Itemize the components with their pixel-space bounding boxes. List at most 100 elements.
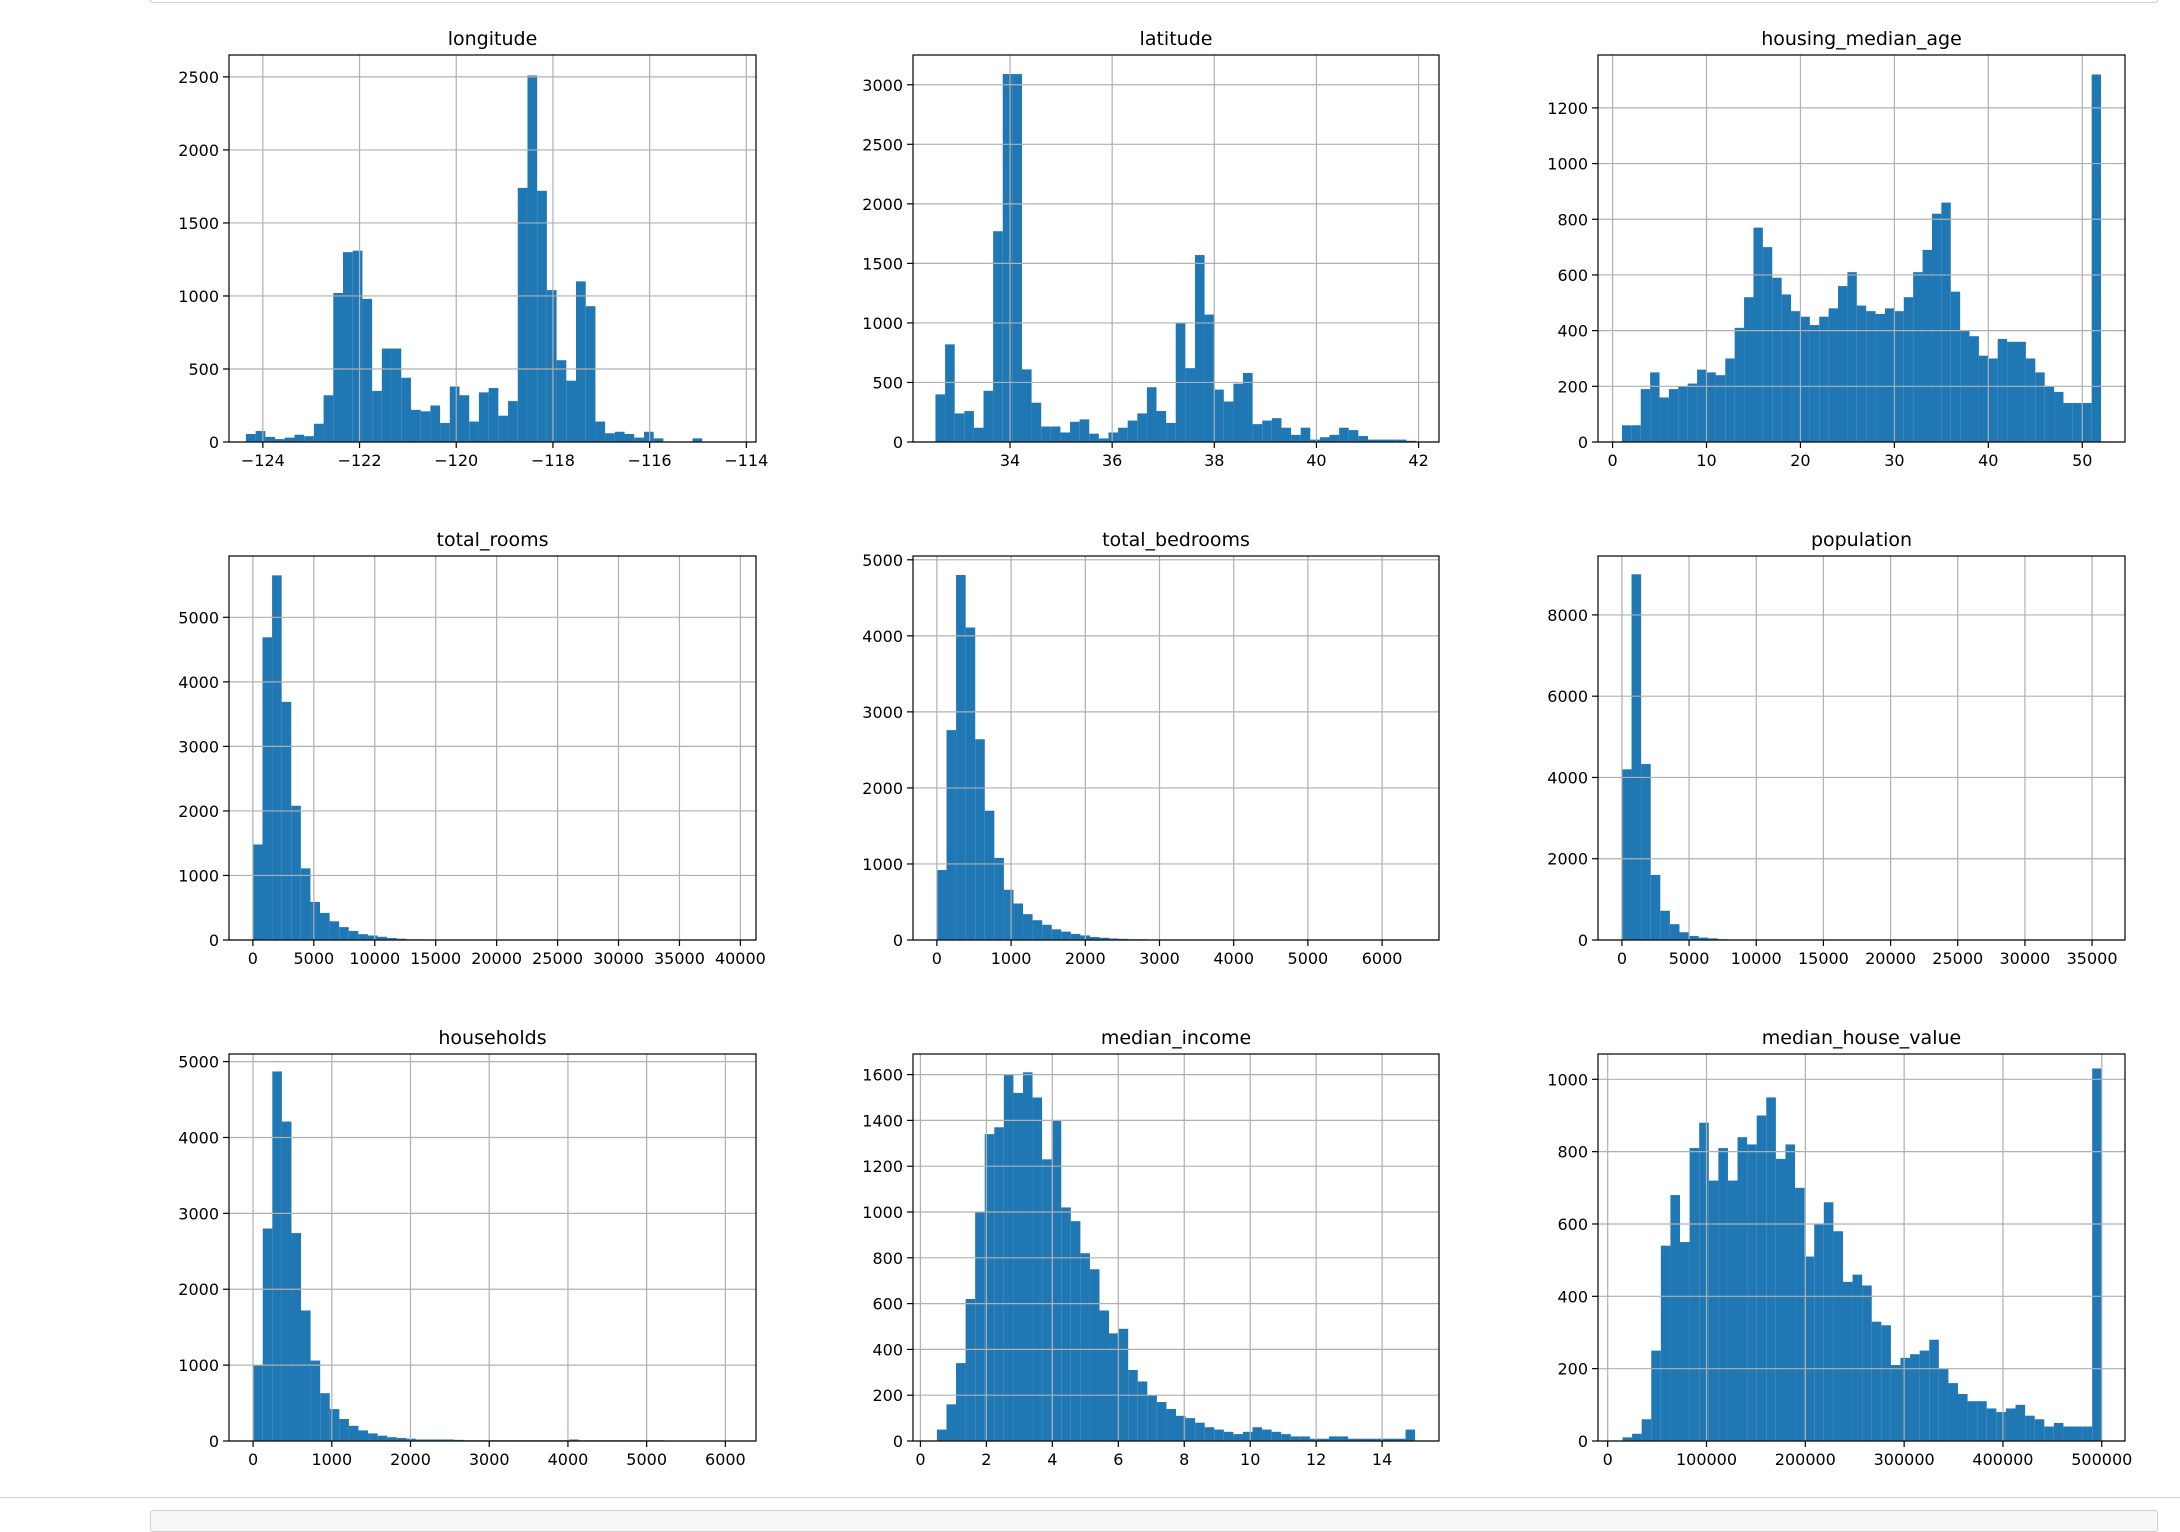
histogram-bar bbox=[1829, 308, 1838, 442]
histogram-bar bbox=[1670, 1195, 1680, 1441]
histogram-bar bbox=[1272, 418, 1282, 442]
histogram-bar bbox=[1968, 1401, 1978, 1441]
x-tick-label: 30000 bbox=[1999, 949, 2050, 968]
histogram-bar bbox=[1157, 1402, 1167, 1441]
histogram-bar bbox=[401, 378, 411, 442]
x-tick-label: 5000 bbox=[1669, 949, 1710, 968]
histogram-bar bbox=[1214, 390, 1224, 442]
histogram-bar bbox=[994, 858, 1004, 940]
y-tick-label: 2500 bbox=[178, 68, 219, 87]
x-tick-label: 35000 bbox=[654, 949, 705, 968]
next-code-cell[interactable] bbox=[150, 1510, 2158, 1532]
histogram-bar bbox=[2006, 1408, 2016, 1441]
histogram-bar bbox=[450, 387, 460, 442]
histogram-bar bbox=[1118, 428, 1128, 442]
histogram-bar bbox=[946, 1404, 956, 1441]
histogram-bar bbox=[955, 413, 965, 442]
y-tick-label: 2000 bbox=[1547, 850, 1588, 869]
y-tick-label: 6000 bbox=[1547, 687, 1588, 706]
histogram-bar bbox=[1782, 294, 1791, 442]
x-tick-label: −114 bbox=[724, 451, 768, 470]
histogram-bar bbox=[1716, 375, 1725, 442]
histogram-bar bbox=[1339, 428, 1349, 442]
histogram-bar bbox=[576, 281, 586, 442]
histogram-bar bbox=[1042, 1159, 1052, 1441]
histogram-bar bbox=[314, 424, 324, 442]
histogram-bar bbox=[1744, 297, 1753, 442]
x-tick-label: 20 bbox=[1790, 451, 1810, 470]
histogram-bar bbox=[324, 395, 334, 442]
y-tick-label: 2500 bbox=[862, 135, 903, 154]
histogram-bar bbox=[1651, 875, 1661, 940]
histogram-bar bbox=[1300, 1436, 1310, 1441]
histogram-bar bbox=[1205, 1427, 1215, 1441]
histogram-bar bbox=[1876, 314, 1885, 442]
histogram-bar bbox=[964, 411, 974, 442]
x-tick-label: 2 bbox=[981, 1450, 991, 1469]
histogram-bar bbox=[1805, 1257, 1815, 1441]
y-tick-label: 1000 bbox=[1547, 155, 1588, 174]
histogram-bar bbox=[1661, 1246, 1671, 1441]
histogram-bar bbox=[2035, 1419, 2045, 1441]
x-tick-label: 8 bbox=[1179, 1450, 1189, 1469]
histogram-bar bbox=[1281, 428, 1291, 442]
y-tick-label: 1500 bbox=[862, 254, 903, 273]
histogram-bar bbox=[1735, 328, 1744, 442]
y-tick-label: 3000 bbox=[178, 1204, 219, 1223]
histogram-bar bbox=[1233, 384, 1243, 442]
histogram-bar bbox=[1233, 1434, 1243, 1441]
histogram-bar bbox=[339, 1419, 349, 1441]
histogram-bar bbox=[285, 438, 295, 442]
histogram-bar bbox=[358, 934, 368, 940]
histogram-bar bbox=[1224, 1432, 1234, 1441]
histogram-bar bbox=[1330, 435, 1340, 442]
histogram-bar bbox=[966, 627, 976, 940]
histogram-bar bbox=[1885, 308, 1894, 442]
x-tick-label: 10000 bbox=[1731, 949, 1782, 968]
histogram-bar bbox=[1688, 384, 1697, 442]
histogram-bar bbox=[1052, 929, 1062, 940]
histogram-bar bbox=[1004, 890, 1014, 940]
histogram-bar bbox=[508, 401, 518, 442]
histogram-bar bbox=[282, 1122, 292, 1441]
histogram-bar bbox=[1339, 1436, 1349, 1441]
x-tick-label: 0 bbox=[932, 949, 942, 968]
x-tick-label: 5000 bbox=[626, 1450, 667, 1469]
y-tick-label: 400 bbox=[1557, 1287, 1588, 1306]
histogram-bar bbox=[1185, 368, 1195, 442]
y-tick-label: 0 bbox=[893, 931, 903, 950]
histogram-bar bbox=[1757, 1115, 1767, 1441]
histogram-bar bbox=[1753, 228, 1762, 442]
histogram-bar bbox=[320, 913, 330, 940]
histogram-bar bbox=[1632, 1434, 1642, 1441]
x-tick-label: 3000 bbox=[469, 1450, 510, 1469]
y-tick-label: 2000 bbox=[178, 802, 219, 821]
x-tick-label: 4000 bbox=[548, 1450, 589, 1469]
histogram-bar bbox=[1996, 1412, 2006, 1441]
histogram-bar bbox=[1041, 427, 1051, 442]
histogram-bar bbox=[1622, 425, 1631, 442]
y-tick-label: 1000 bbox=[862, 855, 903, 874]
histogram-bar bbox=[1891, 1365, 1901, 1441]
histogram-bar bbox=[469, 422, 479, 442]
histogram-bar bbox=[1853, 1275, 1863, 1441]
histogram-bar bbox=[1795, 1188, 1805, 1441]
histogram-bar bbox=[1051, 427, 1061, 442]
histogram-bar bbox=[368, 935, 378, 940]
histogram-bar bbox=[2054, 1423, 2064, 1441]
histogram-bar bbox=[1847, 272, 1856, 442]
histogram-bar bbox=[1979, 356, 1988, 442]
histogram-bar bbox=[586, 306, 596, 442]
histogram-bar bbox=[566, 381, 576, 442]
histogram-bar bbox=[265, 437, 275, 442]
histogram-bar bbox=[1631, 425, 1640, 442]
x-tick-label: 2000 bbox=[1065, 949, 1106, 968]
histogram-bar bbox=[460, 395, 470, 442]
histogram-bar bbox=[349, 1426, 359, 1441]
histogram-bar bbox=[2017, 342, 2026, 442]
histogram-bar bbox=[1904, 297, 1913, 442]
histogram-bar bbox=[1819, 317, 1828, 442]
histogram-bar bbox=[1660, 397, 1669, 442]
